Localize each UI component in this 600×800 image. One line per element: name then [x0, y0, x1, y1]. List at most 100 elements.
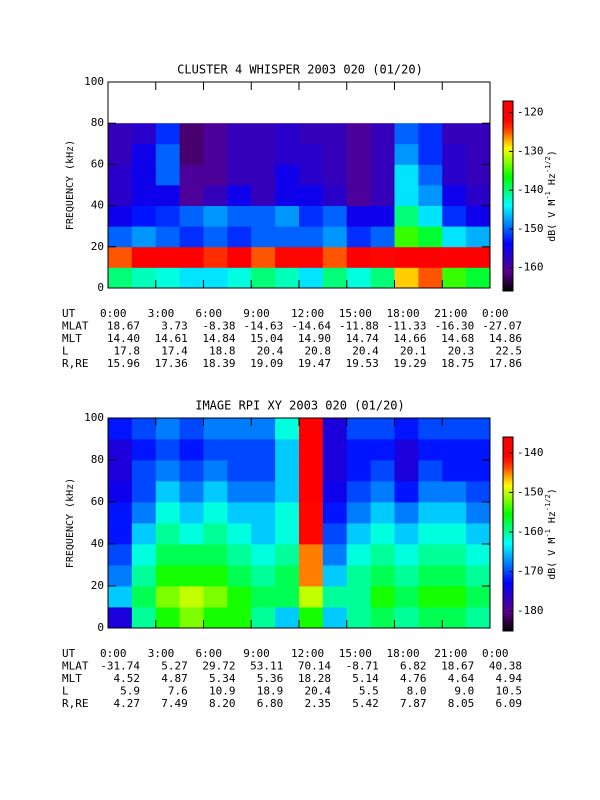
heatmap-cell — [442, 164, 467, 186]
heatmap-cell — [442, 185, 467, 206]
colorbar — [502, 100, 514, 292]
x-tick-label: 15:00 — [339, 307, 372, 320]
ephemeris-value: 10.5 — [496, 685, 523, 698]
ephemeris-value: 3.73 — [161, 320, 188, 333]
heatmap-cell — [155, 418, 181, 440]
ephemeris-value: 14.90 — [298, 332, 331, 345]
heatmap-cell — [346, 226, 372, 248]
ephemeris-value: 6.82 — [400, 660, 427, 673]
heatmap-cell — [418, 439, 443, 461]
heatmap-cell — [370, 226, 395, 248]
ephemeris-value: 18.75 — [441, 357, 474, 370]
heatmap-cell — [394, 481, 419, 503]
ephemeris-name: MLT — [62, 672, 82, 685]
heatmap-cell — [251, 205, 276, 227]
heatmap-cell — [203, 418, 228, 440]
colorbar — [502, 436, 514, 632]
heatmap-cell — [203, 565, 228, 587]
x-tick-label: 9:00 — [243, 307, 270, 320]
heatmap-cell — [322, 185, 348, 206]
ephemeris-value: 5.5 — [359, 685, 379, 698]
heatmap-cell — [299, 607, 324, 629]
heatmap-cell — [466, 607, 491, 629]
heatmap-cell — [466, 143, 491, 165]
colorbar-label-part: Hz — [547, 173, 558, 191]
x-tick-label: 12:00 — [291, 647, 324, 660]
ephemeris-value: 29.72 — [202, 660, 235, 673]
heatmap-cell — [155, 143, 181, 165]
colorbar-tick-label: -150 — [517, 222, 544, 235]
heatmap-cell — [299, 481, 324, 503]
heatmap-cell — [370, 439, 395, 461]
heatmap-cell — [108, 460, 133, 482]
ephemeris-value: 5.34 — [209, 672, 236, 685]
heatmap-cell — [227, 460, 252, 482]
chart-title: IMAGE RPI XY 2003 020 (01/20) — [195, 399, 405, 413]
heatmap-cell — [299, 460, 324, 482]
heatmap-cell — [155, 267, 181, 289]
colorbar-label-part: dB( V M — [547, 200, 558, 242]
ephemeris-value: 19.47 — [298, 357, 331, 370]
colorbar-tick-label: -180 — [517, 604, 544, 617]
heatmap-cell — [322, 267, 348, 289]
ephemeris-value: 8.05 — [448, 697, 475, 710]
heatmap-cell — [442, 123, 467, 145]
ephemeris-name: MLT — [62, 332, 82, 345]
heatmap-cell — [155, 607, 181, 629]
heatmap-cell — [394, 544, 419, 566]
heatmap-cell — [322, 123, 348, 145]
heatmap-cell — [155, 544, 181, 566]
heatmap-cell — [227, 205, 252, 227]
colorbar-label-part: Hz — [547, 511, 558, 529]
heatmap-cell — [322, 143, 348, 165]
y-tick-label: 100 — [84, 75, 104, 88]
heatmap-cell — [322, 439, 348, 461]
heatmap-cell — [179, 185, 204, 206]
heatmap-cell — [322, 481, 348, 503]
heatmap-cell — [131, 185, 157, 206]
colorbar-label-superscript: -1/2 — [544, 494, 552, 511]
ephemeris-value: 14.66 — [393, 332, 426, 345]
heatmap-cell — [155, 185, 181, 206]
x-tick-label: 0:00 — [482, 647, 509, 660]
heatmap-cell — [203, 439, 228, 461]
heatmap-cell — [108, 418, 133, 440]
heatmap-cell — [227, 481, 252, 503]
heatmap-cell — [108, 123, 133, 145]
heatmap-cell — [418, 523, 443, 545]
heatmap-cell — [370, 185, 395, 206]
ephemeris-value: 4.64 — [448, 672, 475, 685]
y-tick-label: 60 — [91, 157, 104, 170]
heatmap-cell — [442, 565, 467, 587]
heatmap-cell — [108, 586, 133, 608]
heatmap-cell — [346, 205, 372, 227]
heatmap-cell — [275, 607, 300, 629]
heatmap-cell — [466, 418, 491, 440]
ephemeris-name: R,RE — [62, 357, 89, 370]
heatmap-cell — [322, 205, 348, 227]
heatmap-cell — [299, 246, 324, 268]
ephemeris-value: -27.07 — [482, 320, 522, 333]
heatmap-cell — [203, 164, 228, 186]
heatmap-cell — [394, 246, 419, 268]
heatmap-cell — [203, 544, 228, 566]
heatmap-cell — [251, 565, 276, 587]
heatmap-cell — [346, 267, 372, 289]
heatmap-cell — [108, 523, 133, 545]
ephemeris-value: 18.39 — [202, 357, 235, 370]
heatmap-cell — [179, 226, 204, 248]
ephemeris-value: 20.3 — [448, 345, 475, 358]
ephemeris-value: 4.76 — [400, 672, 427, 685]
ephemeris-value: -11.88 — [339, 320, 379, 333]
x-tick-label: 12:00 — [291, 307, 324, 320]
colorbar-tick-label: -170 — [517, 565, 544, 578]
heatmap-cell — [394, 164, 419, 186]
heatmap-cell — [155, 502, 181, 524]
heatmap-cell — [442, 267, 467, 289]
ephemeris-value: 17.86 — [489, 357, 522, 370]
heatmap-cell — [346, 185, 372, 206]
heatmap-cell — [179, 502, 204, 524]
ephemeris-name: L — [62, 685, 69, 698]
heatmap-cell — [418, 418, 443, 440]
